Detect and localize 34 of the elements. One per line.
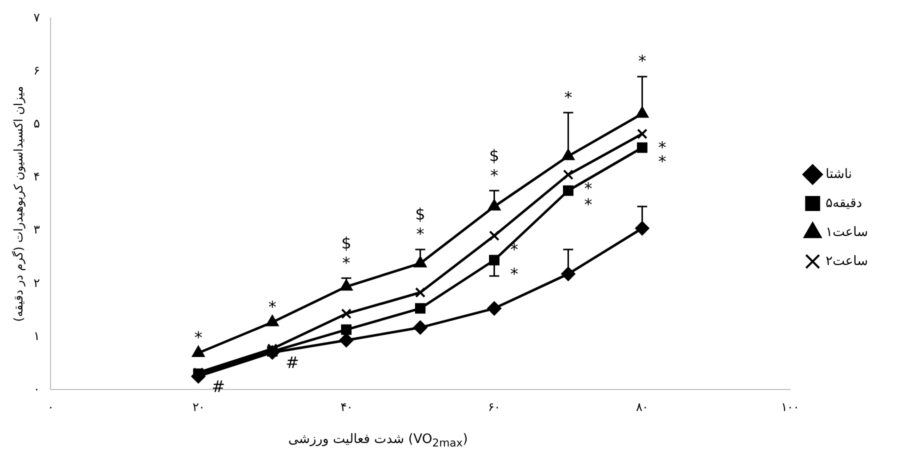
x-tick-label: ۰ xyxy=(47,400,54,414)
y-axis-title: میزان اکسیداسیون کربوهیدرات (گرم در دقیقه) xyxy=(11,86,26,322)
x-tick-label: ۶۰ xyxy=(488,400,500,414)
legend-label: ۱ساعت xyxy=(826,224,868,240)
annotation: # xyxy=(212,376,226,396)
annotation: * xyxy=(342,253,350,272)
annotation: * xyxy=(510,240,518,259)
annotation: * xyxy=(658,152,666,171)
annotation: * xyxy=(638,52,646,71)
x-tick-label: ۸۰ xyxy=(636,400,648,414)
x-tick-label: ۱۰۰ xyxy=(781,400,800,414)
y-tick-label: ۶ xyxy=(33,64,40,78)
y-tick-label: ۴ xyxy=(33,170,40,184)
legend-label: ناشتا xyxy=(826,166,852,182)
annotation: * xyxy=(416,224,424,244)
y-tick-label: ۰ xyxy=(33,382,40,396)
y-tick-label: ۷ xyxy=(33,10,40,25)
annotation: # xyxy=(286,352,300,372)
y-tick-label: ۲ xyxy=(33,276,40,290)
x-tick-label: ۴۰ xyxy=(340,400,352,414)
y-tick-label: ۱ xyxy=(33,328,40,343)
annotation: * xyxy=(510,264,518,284)
annotation: $ xyxy=(415,204,426,224)
annotation: $ xyxy=(489,146,500,165)
legend-label: ۵دقیقه xyxy=(826,196,862,211)
x-tick-label: ۲۰ xyxy=(192,400,204,414)
annotation: * xyxy=(564,88,572,107)
y-tick-label: ۵ xyxy=(33,116,40,131)
annotation: * xyxy=(490,166,498,185)
annotation: * xyxy=(194,328,202,348)
annotation: * xyxy=(268,297,276,316)
legend-label: ۲ساعت xyxy=(826,254,868,269)
annotation: $ xyxy=(341,233,352,252)
y-tick-label: ۳ xyxy=(33,222,40,237)
